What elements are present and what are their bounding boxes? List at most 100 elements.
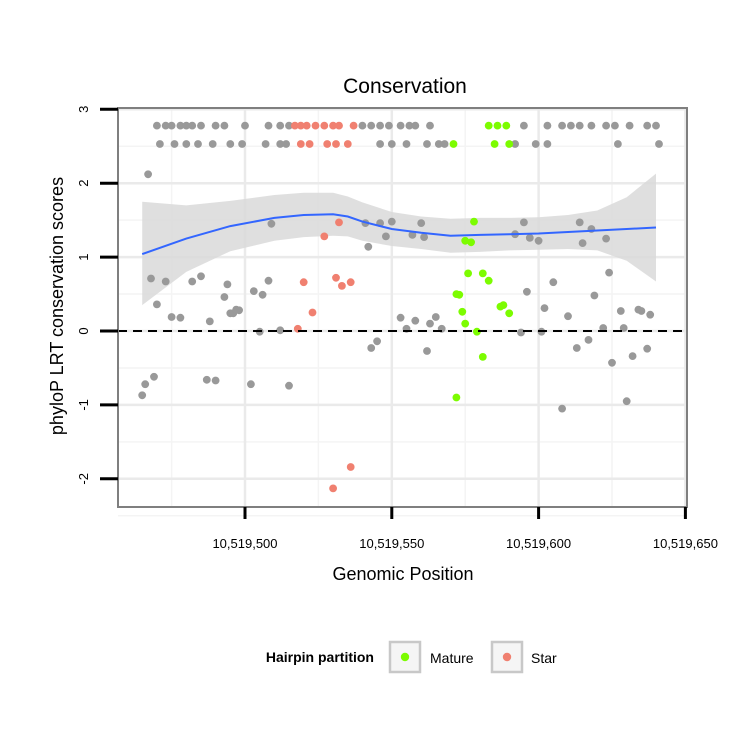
series-other: [138, 121, 663, 413]
data-point-other: [622, 397, 631, 406]
data-point-mature: [461, 236, 470, 245]
data-point-mature: [478, 269, 487, 278]
data-point-mature: [505, 309, 514, 318]
data-point-other: [267, 219, 276, 228]
data-point-other: [567, 121, 575, 130]
data-point-other: [202, 375, 211, 384]
data-point-star: [296, 121, 305, 130]
data-point-other: [575, 218, 584, 227]
data-point-other: [543, 121, 552, 130]
data-point-mature: [449, 140, 458, 148]
data-point-star: [320, 121, 329, 130]
y-tick-label: 2: [76, 180, 91, 187]
data-point-other: [549, 278, 558, 287]
data-point-other: [511, 140, 519, 148]
data-point-other: [534, 236, 543, 245]
data-point-other: [176, 313, 185, 322]
data-point-other: [584, 336, 593, 344]
data-point-other: [643, 121, 652, 130]
data-point-other: [167, 121, 176, 130]
data-point-other: [423, 347, 431, 355]
data-point-other: [249, 287, 258, 295]
data-point-other: [141, 380, 150, 389]
data-point-other: [564, 312, 572, 321]
y-tick-label: 0: [76, 327, 91, 334]
data-point-other: [285, 121, 293, 130]
panel-border: [117, 107, 688, 508]
data-point-star: [338, 282, 346, 290]
data-point-other: [188, 121, 197, 130]
data-point-other: [194, 140, 202, 148]
data-point-other: [170, 140, 179, 148]
data-point-other: [540, 304, 549, 312]
y-axis-label: phyloP LRT conservation scores: [47, 177, 67, 435]
data-point-other: [402, 140, 411, 148]
data-point-star: [308, 308, 317, 317]
x-axis-label: Genomic Position: [332, 564, 473, 584]
data-point-star: [291, 121, 299, 130]
data-point-other: [572, 344, 581, 352]
data-point-other: [558, 404, 566, 413]
y-tick-label: -2: [76, 473, 91, 485]
data-point-other: [637, 307, 646, 315]
data-point-mature: [484, 276, 493, 285]
data-point-star: [346, 278, 355, 287]
data-point-other: [223, 280, 232, 289]
y-tick-label: -1: [76, 399, 91, 411]
data-point-other: [376, 140, 384, 148]
data-point-other: [602, 121, 610, 130]
plot-panel: 10,519,500 10,519,550 10,519,600 10,519,650…: [76, 106, 718, 551]
data-point-other: [235, 306, 244, 315]
panel-background: [118, 108, 687, 507]
confidence-band: [142, 173, 656, 306]
data-point-other: [625, 121, 634, 130]
data-point-mature: [478, 353, 487, 361]
series-mature: [449, 121, 514, 402]
data-point-other: [426, 319, 434, 328]
legend-label-mature: Mature: [430, 650, 474, 666]
data-point-other: [387, 140, 396, 148]
data-point-mature: [473, 327, 481, 336]
data-point-other: [599, 324, 608, 332]
data-point-mature: [505, 140, 514, 148]
data-point-star: [320, 232, 329, 241]
data-point-star: [329, 121, 337, 130]
data-point-other: [182, 140, 191, 148]
data-point-other: [211, 376, 220, 385]
data-point-other: [417, 219, 426, 228]
data-point-other: [211, 121, 220, 130]
data-point-other: [643, 344, 652, 353]
data-point-other: [144, 170, 153, 179]
data-point-other: [276, 326, 285, 335]
data-point-other: [161, 121, 170, 130]
data-point-other: [367, 344, 376, 352]
data-point-other: [220, 121, 229, 130]
legend-title: Hairpin partition: [266, 649, 374, 665]
data-point-other: [405, 121, 414, 130]
legend: Hairpin partition Mature Star: [266, 640, 557, 674]
data-point-other: [373, 337, 381, 346]
data-point-mature: [490, 140, 499, 148]
data-point-other: [197, 272, 205, 281]
data-point-other: [520, 121, 528, 130]
data-point-other: [264, 121, 273, 130]
data-point-other: [364, 242, 373, 251]
data-point-star: [332, 273, 340, 282]
data-point-other: [605, 268, 613, 277]
data-point-other: [396, 121, 405, 130]
data-point-other: [385, 121, 393, 130]
data-point-other: [367, 121, 376, 130]
data-point-other: [578, 239, 587, 248]
data-point-star: [335, 121, 343, 130]
data-point-mature: [461, 319, 470, 328]
data-point-mature: [455, 290, 464, 299]
data-point-other: [420, 233, 428, 242]
data-point-other: [226, 140, 235, 148]
data-point-mature: [502, 121, 511, 130]
data-point-other: [628, 352, 637, 360]
data-point-other: [590, 291, 599, 300]
data-point-star: [329, 484, 337, 493]
x-tick-label: 10,519,550: [359, 536, 424, 551]
data-point-star: [296, 140, 305, 148]
data-point-other: [411, 121, 420, 130]
